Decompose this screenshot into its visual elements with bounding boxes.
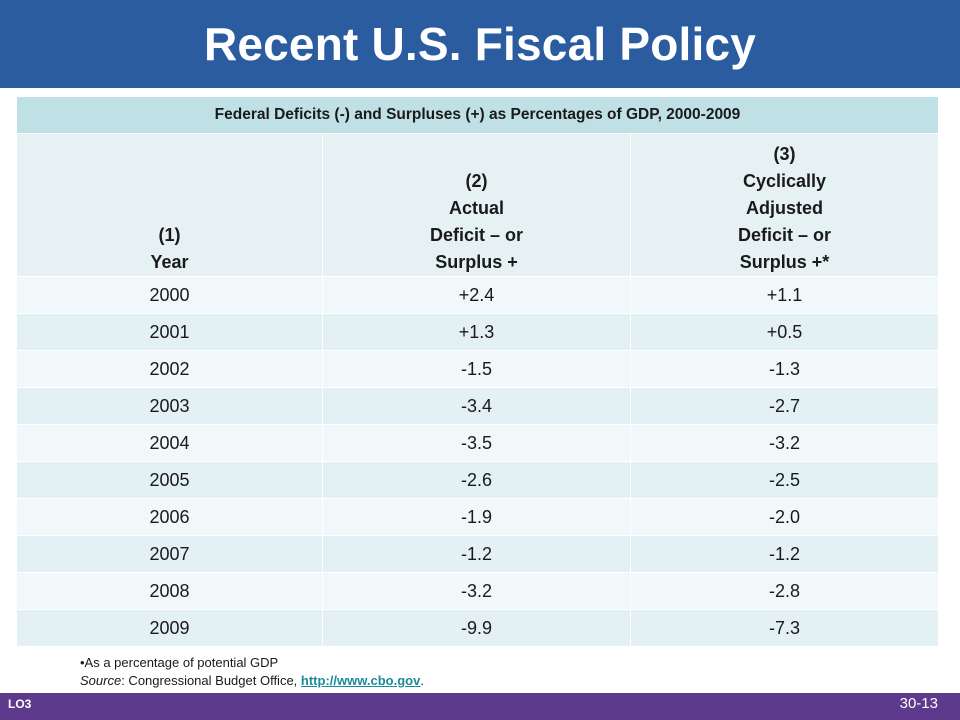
cell-adjusted: -1.3 [630, 350, 939, 388]
footnote-source: Source: Congressional Budget Office, htt… [80, 672, 424, 690]
cell-actual: -1.9 [322, 498, 631, 536]
cell-adjusted: +0.5 [630, 313, 939, 351]
cell-adjusted: -2.5 [630, 461, 939, 499]
table-caption: Federal Deficits (-) and Surpluses (+) a… [16, 96, 939, 134]
header-cyclically-adjusted-deficit: (3) Cyclically Adjusted Deficit – or Sur… [630, 133, 939, 277]
table-caption-row: Federal Deficits (-) and Surpluses (+) a… [16, 96, 939, 134]
header-line: (3) [773, 144, 796, 164]
header-line: Adjusted [745, 198, 823, 218]
table-row: 2000 +2.4 +1.1 [16, 276, 939, 314]
bottom-bar [0, 693, 960, 720]
table-row: 2004 -3.5 -3.2 [16, 424, 939, 462]
table-row: 2006 -1.9 -2.0 [16, 498, 939, 536]
cell-actual: -9.9 [322, 609, 631, 647]
deficit-table: Federal Deficits (-) and Surpluses (+) a… [16, 96, 939, 647]
cell-actual: -3.5 [322, 424, 631, 462]
table-row: 2001 +1.3 +0.5 [16, 313, 939, 351]
cell-year: 2000 [16, 276, 323, 314]
table-header-row: (1) Year (2) Actual Deficit – or Surplus… [16, 133, 939, 277]
header-line: Actual [448, 198, 504, 218]
table-row: 2002 -1.5 -1.3 [16, 350, 939, 388]
source-label: Source [80, 673, 122, 688]
header-actual-deficit: (2) Actual Deficit – or Surplus + [322, 133, 631, 277]
cell-adjusted: -7.3 [630, 609, 939, 647]
cell-year: 2005 [16, 461, 323, 499]
cell-year: 2001 [16, 313, 323, 351]
slide-title: Recent U.S. Fiscal Policy [203, 18, 757, 70]
header-year: (1) Year [16, 133, 323, 277]
cell-adjusted: +1.1 [630, 276, 939, 314]
learning-objective-label: LO3 [8, 697, 32, 711]
cell-actual: +1.3 [322, 313, 631, 351]
header-line: Year [150, 252, 189, 272]
source-trailing: . [420, 673, 424, 688]
table-row: 2005 -2.6 -2.5 [16, 461, 939, 499]
cell-year: 2008 [16, 572, 323, 610]
cell-actual: +2.4 [322, 276, 631, 314]
cell-adjusted: -1.2 [630, 535, 939, 573]
cell-adjusted: -2.0 [630, 498, 939, 536]
cell-adjusted: -2.8 [630, 572, 939, 610]
header-line: Surplus +* [739, 252, 830, 272]
header-line: Cyclically [742, 171, 827, 191]
header-line: (2) [465, 171, 488, 191]
cell-actual: -1.2 [322, 535, 631, 573]
cell-year: 2009 [16, 609, 323, 647]
cell-year: 2003 [16, 387, 323, 425]
table-row: 2007 -1.2 -1.2 [16, 535, 939, 573]
source-text: : Congressional Budget Office, [121, 673, 301, 688]
page-number: 30-13 [899, 695, 938, 712]
cell-actual: -2.6 [322, 461, 631, 499]
cell-adjusted: -2.7 [630, 387, 939, 425]
cell-adjusted: -3.2 [630, 424, 939, 462]
cell-actual: -1.5 [322, 350, 631, 388]
cell-actual: -3.4 [322, 387, 631, 425]
cell-year: 2007 [16, 535, 323, 573]
cell-year: 2004 [16, 424, 323, 462]
table-row: 2003 -3.4 -2.7 [16, 387, 939, 425]
header-line: (1) [158, 225, 181, 245]
header-line: Deficit – or [429, 225, 524, 245]
header-line: Deficit – or [737, 225, 832, 245]
cbo-link[interactable]: http://www.cbo.gov [300, 673, 421, 688]
cell-year: 2006 [16, 498, 323, 536]
title-bar: Recent U.S. Fiscal Policy [0, 0, 960, 88]
footnote-bullet: •As a percentage of potential GDP [80, 655, 279, 670]
cell-actual: -3.2 [322, 572, 631, 610]
header-line: Surplus + [435, 252, 518, 272]
table-row: 2008 -3.2 -2.8 [16, 572, 939, 610]
footnote: •As a percentage of potential GDP Source… [80, 654, 424, 690]
cell-year: 2002 [16, 350, 323, 388]
table-row: 2009 -9.9 -7.3 [16, 609, 939, 647]
